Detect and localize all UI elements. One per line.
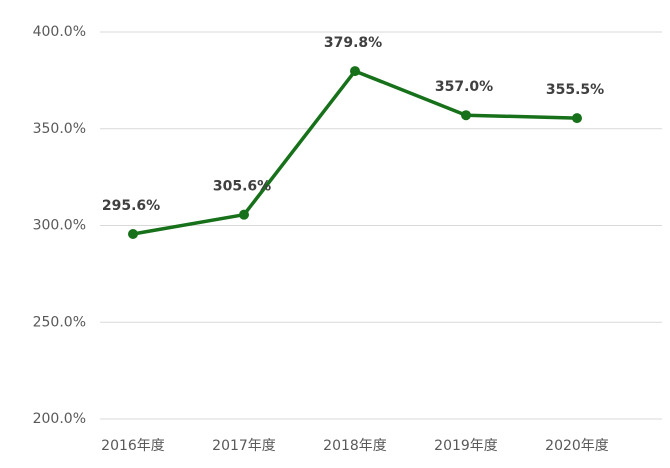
data-line [132,69,578,236]
x-tick-label: 2018年度 [323,438,387,454]
data-label: 357.0% [435,79,493,95]
y-tick-label: 250.0% [33,314,86,330]
data-point [350,66,360,77]
x-tick-label: 2020年度 [545,438,609,454]
data-label: 379.8% [324,35,382,51]
data-point [128,229,138,240]
data-label: 355.5% [546,82,604,98]
data-point [461,110,471,121]
data-label: 305.6% [213,179,271,195]
x-tick-label: 2019年度 [434,438,498,454]
y-tick-label: 200.0% [33,411,86,427]
x-tick-label: 2017年度 [212,438,276,454]
y-tick-label: 400.0% [33,24,86,40]
data-label: 295.6% [102,198,160,214]
x-tick-label: 2016年度 [101,438,165,454]
y-tick-label: 350.0% [33,121,86,137]
data-point [572,113,582,124]
data-point [239,209,249,220]
y-tick-label: 300.0% [33,218,86,234]
